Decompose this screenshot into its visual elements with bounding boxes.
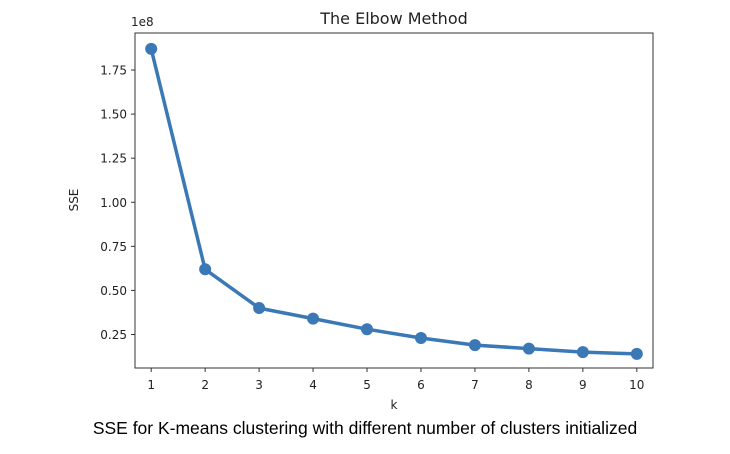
data-point bbox=[307, 312, 320, 325]
x-tick-label: 6 bbox=[417, 378, 425, 392]
data-point bbox=[630, 347, 643, 360]
y-tick-label: 1.00 bbox=[100, 196, 127, 210]
x-axis-label: k bbox=[391, 398, 398, 410]
chart-title: The Elbow Method bbox=[319, 9, 468, 28]
y-tick-label: 0.25 bbox=[100, 328, 127, 342]
y-axis: 0.25 0.50 0.75 1.00 1.25 1.50 1.75 bbox=[100, 64, 135, 342]
x-tick-label: 4 bbox=[309, 378, 317, 392]
x-tick-label: 1 bbox=[147, 378, 155, 392]
x-tick-label: 10 bbox=[629, 378, 644, 392]
series-layer bbox=[145, 42, 643, 360]
figure-caption: SSE for K-means clustering with differen… bbox=[92, 418, 638, 438]
plot-area bbox=[134, 32, 654, 369]
x-tick-label: 3 bbox=[255, 378, 263, 392]
y-tick-label: 1.75 bbox=[100, 64, 127, 78]
data-point bbox=[576, 346, 589, 359]
y-tick-label: 0.75 bbox=[100, 240, 127, 254]
y-tick-label: 1.25 bbox=[100, 152, 127, 166]
data-point bbox=[199, 263, 212, 276]
data-point bbox=[414, 332, 427, 345]
x-tick-label: 2 bbox=[201, 378, 209, 392]
y-tick-label: 1.50 bbox=[100, 108, 127, 122]
elbow-chart: 0.25 0.50 0.75 1.00 1.25 1.50 1.75 1 2 3 4 5 6 7 8 9 10… bbox=[67, 9, 654, 410]
x-tick-label: 9 bbox=[579, 378, 587, 392]
data-point bbox=[253, 302, 266, 315]
data-point bbox=[361, 323, 374, 336]
x-tick-label: 7 bbox=[471, 378, 479, 392]
y-axis-label: SSE bbox=[67, 189, 81, 212]
y-offset-label: 1e8 bbox=[131, 15, 154, 29]
data-point bbox=[468, 339, 481, 352]
data-point bbox=[522, 342, 535, 355]
x-tick-label: 5 bbox=[363, 378, 371, 392]
x-axis: 1 2 3 4 5 6 7 8 9 10 bbox=[147, 368, 644, 392]
series-line bbox=[149, 48, 637, 356]
x-tick-label: 8 bbox=[525, 378, 533, 392]
y-tick-label: 0.50 bbox=[100, 284, 127, 298]
data-point bbox=[145, 42, 158, 55]
